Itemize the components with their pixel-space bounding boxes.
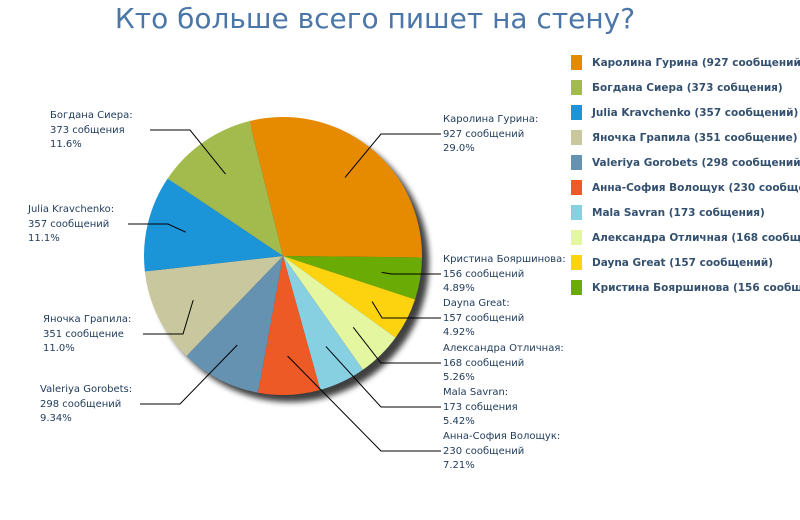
leader-line <box>143 300 194 335</box>
label-value: 373 собщения <box>50 124 125 136</box>
label-percent: 29.0% <box>443 143 475 154</box>
legend-item[interactable]: Julia Kravchenko (357 сообщений) <box>571 100 800 125</box>
legend-item[interactable]: Dayna Great (157 сообщений) <box>571 250 800 275</box>
legend-item[interactable]: Яночка Грапила (351 сообщение) <box>571 125 800 150</box>
legend-label: Яночка Грапила (351 сообщение) <box>592 131 798 144</box>
label-percent: 11.1% <box>28 233 60 244</box>
legend: Каролина Гурина (927 сообщений) Богдана С… <box>571 50 800 300</box>
label-name: Valeriya Gorobets: <box>40 384 133 395</box>
label-name: Богдана Сиера: <box>50 110 133 121</box>
label-name: Анна-София Волощук: <box>443 431 561 442</box>
legend-item[interactable]: Каролина Гурина (927 сообщений) <box>571 50 800 75</box>
pie-slice[interactable] <box>186 256 283 393</box>
label-name: Dayna Great: <box>443 298 510 309</box>
label-value: 156 сообщений <box>443 268 525 280</box>
label-name: Каролина Гурина: <box>443 114 539 125</box>
label-value: 351 сообщение <box>43 328 124 340</box>
label-percent: 9.34% <box>40 413 72 424</box>
chart-title: Кто больше всего пишет на стену? <box>114 2 636 35</box>
legend-label: Анна-София Волощук (230 сообщений) <box>592 181 800 194</box>
leader-line <box>344 133 441 178</box>
legend-swatch <box>571 155 582 170</box>
label-percent: 11.6% <box>50 139 82 150</box>
label-value: 298 сообщений <box>40 398 122 410</box>
label-percent: 5.42% <box>443 416 475 427</box>
label-percent: 4.92% <box>443 327 475 338</box>
pie-slice[interactable] <box>257 256 321 395</box>
legend-label: Богдана Сиера (373 собщения) <box>592 81 783 94</box>
legend-swatch <box>571 280 582 295</box>
label-name: Александра Отличная: <box>443 343 564 354</box>
label-percent: 11.0% <box>43 343 75 354</box>
label-value: 927 сообщений <box>443 128 525 140</box>
data-label: Богдана Сиера: 373 собщения 11.6% <box>50 109 133 153</box>
legend-swatch <box>571 80 582 95</box>
data-label: Кристина Бояршинова: 156 сообщений 4.89% <box>443 253 566 297</box>
legend-item[interactable]: Кристина Бояршинова (156 сообщений) <box>571 275 800 300</box>
legend-label: Dayna Great (157 сообщений) <box>592 256 774 269</box>
legend-swatch <box>571 105 582 120</box>
legend-label: Александра Отличная (168 сообщений) <box>592 231 800 244</box>
data-label: Анна-София Волощук: 230 сообщений 7.21% <box>443 430 560 474</box>
leader-line <box>140 344 238 405</box>
label-percent: 5.26% <box>443 372 475 383</box>
leader-line <box>128 223 187 233</box>
pie-slice[interactable] <box>283 256 422 300</box>
pie-slice[interactable] <box>144 256 283 356</box>
legend-label: Кристина Бояршинова (156 сообщений) <box>592 281 800 294</box>
label-value: 157 сообщений <box>443 312 525 324</box>
label-percent: 4.89% <box>443 283 475 294</box>
data-label: Dayna Great: 157 сообщений 4.92% <box>443 297 524 341</box>
legend-label: Valeriya Gorobets (298 сообщений) <box>592 156 800 169</box>
label-value: 173 собщения <box>443 401 518 413</box>
legend-swatch <box>571 180 582 195</box>
data-label: Яночка Грапила: 351 сообщение 11.0% <box>43 313 131 357</box>
label-name: Mala Savran: <box>443 387 509 398</box>
label-value: 230 сообщений <box>443 445 525 457</box>
data-label: Каролина Гурина: 927 сообщений 29.0% <box>443 113 538 157</box>
legend-label: Mala Savran (173 собщения) <box>592 206 765 219</box>
legend-item[interactable]: Богдана Сиера (373 собщения) <box>571 75 800 100</box>
pie-slice[interactable] <box>167 121 283 256</box>
legend-swatch <box>571 230 582 245</box>
legend-swatch <box>571 130 582 145</box>
label-name: Julia Kravchenko: <box>28 204 115 215</box>
leader-line <box>352 326 441 364</box>
legend-item[interactable]: Анна-София Волощук (230 сообщений) <box>571 175 800 200</box>
leader-line <box>150 129 226 175</box>
label-name: Яночка Грапила: <box>43 314 132 325</box>
pie-chart <box>128 117 441 452</box>
legend-label: Julia Kravchenko (357 сообщений) <box>592 106 799 119</box>
leader-line <box>371 301 441 319</box>
data-label: Julia Kravchenko: 357 сообщений 11.1% <box>28 203 114 247</box>
pie-slice[interactable] <box>283 256 363 390</box>
pie-slice[interactable] <box>143 178 283 272</box>
legend-swatch <box>571 255 582 270</box>
legend-item[interactable]: Valeriya Gorobets (298 сообщений) <box>571 150 800 175</box>
legend-item[interactable]: Александра Отличная (168 сообщений) <box>571 225 800 250</box>
data-label: Valeriya Gorobets: 298 сообщений 9.34% <box>40 383 132 427</box>
data-label: Mala Savran: 173 собщения 5.42% <box>443 386 518 430</box>
pie-slice[interactable] <box>283 256 396 370</box>
label-percent: 7.21% <box>443 460 475 471</box>
leader-line <box>287 355 441 452</box>
leader-line <box>325 346 441 408</box>
legend-swatch <box>571 205 582 220</box>
legend-label: Каролина Гурина (927 сообщений) <box>592 56 800 69</box>
legend-swatch <box>571 55 582 70</box>
data-label: Александра Отличная: 168 сообщений 5.26% <box>443 342 564 386</box>
pie-slice[interactable] <box>249 117 422 258</box>
label-value: 168 сообщений <box>443 357 525 369</box>
legend-item[interactable]: Mala Savran (173 собщения) <box>571 200 800 225</box>
label-name: Кристина Бояршинова: <box>443 254 566 265</box>
label-value: 357 сообщений <box>28 218 110 230</box>
leader-line <box>381 271 441 275</box>
